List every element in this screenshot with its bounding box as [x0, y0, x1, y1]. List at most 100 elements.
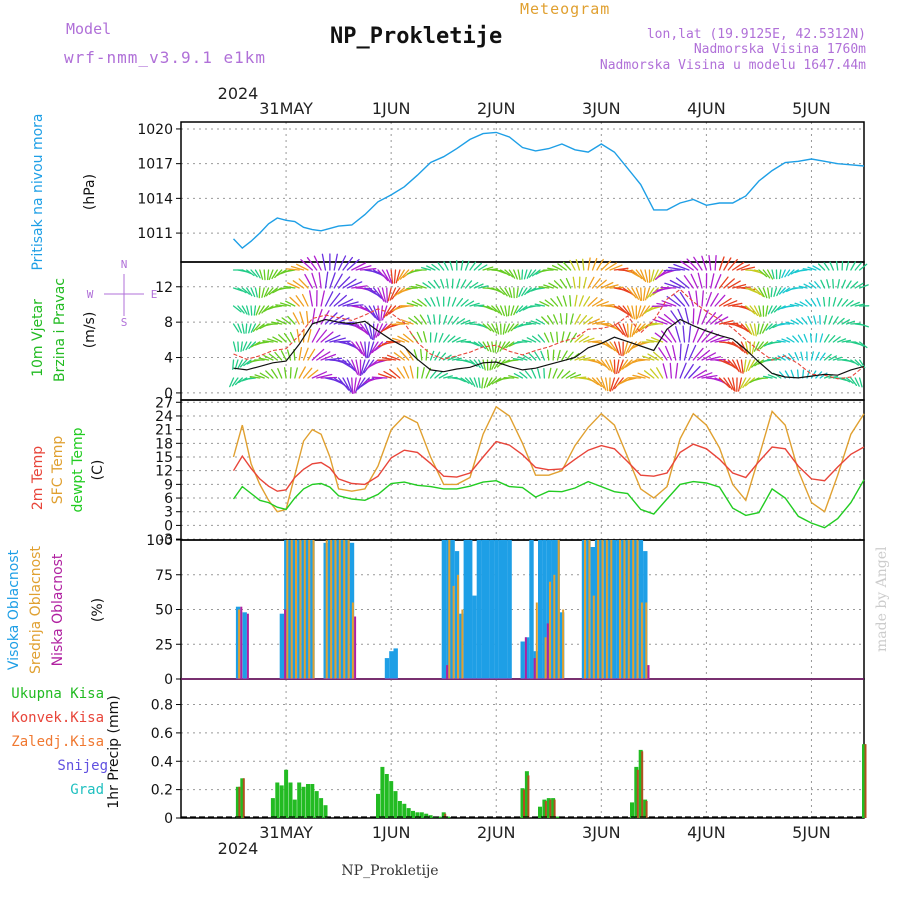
cloud-bar [446, 665, 448, 679]
cloud-bar [240, 607, 242, 679]
wind-arrow [637, 359, 649, 360]
x-tick-label-top: 1JUN [372, 99, 411, 118]
precip-total-bar [302, 787, 306, 818]
wind-arrow [246, 378, 255, 379]
cloud-bar [606, 540, 608, 679]
wind-arrow [579, 296, 583, 306]
wind-arrow [571, 333, 577, 342]
precip-total-bar [306, 784, 310, 818]
precip-convective-bar [646, 801, 648, 818]
wind-arrow [837, 262, 838, 270]
y-tick-label: 1017 [137, 157, 173, 173]
wind-arrow [312, 273, 317, 288]
wind-arrow [768, 288, 770, 298]
wind-arrow [588, 258, 590, 270]
x-tick-label-bottom: 3JUN [582, 823, 621, 842]
wind-arrow [606, 378, 608, 391]
wind-arrow [299, 348, 301, 360]
coords-label: lon,lat (19.9125E, 42.5312N) [647, 27, 866, 42]
cloud-bar [313, 540, 315, 679]
cloud-bar [503, 540, 507, 679]
cloud-bar [448, 540, 450, 679]
cloud-bar [507, 540, 511, 679]
cloud-bar [457, 575, 459, 679]
wind-arrow [644, 288, 645, 300]
wind-arrow [824, 263, 829, 270]
wind-arrow [689, 326, 691, 342]
wind-arrow [802, 318, 807, 324]
wind-arrow [290, 368, 291, 378]
wind-arrow [706, 293, 711, 307]
wind-arrow [715, 256, 716, 270]
cloud-bar [538, 540, 542, 679]
y-tick-label: 0 [164, 811, 173, 827]
wind-arrow [630, 324, 632, 337]
panel-precip: 00.20.40.60.8 [151, 679, 864, 827]
wind-arrow [444, 316, 447, 324]
page-title: NP_Prokletije [330, 24, 502, 49]
bottom-year-label: 2024 [218, 839, 259, 858]
wind-arrow [444, 262, 448, 270]
compass-s: S [121, 316, 128, 329]
wind-arrow [281, 351, 286, 360]
wind-arrow [319, 273, 321, 288]
wind-arrow [241, 342, 242, 351]
precip-convective-bar [549, 800, 551, 818]
wind-arrow [428, 315, 431, 324]
wind-arrow [262, 288, 264, 297]
wind-arrow [562, 351, 567, 360]
wind-arrow [310, 291, 313, 306]
wind-arrow [772, 270, 774, 278]
cloud-bar [394, 648, 398, 679]
y-tick-label: 0.6 [151, 726, 173, 742]
temp2m-line [234, 442, 865, 492]
cloud-bar [477, 540, 481, 679]
wind-arrow [407, 288, 418, 289]
wind-arrow [758, 378, 768, 379]
x-tick-label-bottom: 5JUN [792, 823, 831, 842]
wind-arrow [771, 288, 772, 297]
wind-arrow [780, 270, 781, 279]
legend-entry: Zaledj.Kisa [11, 734, 104, 750]
model-label: Model [66, 20, 111, 38]
wind-arrow [829, 316, 832, 324]
temp2m-axis-title: 2m Temp [30, 446, 46, 510]
x-tick-label-top: 2JUN [477, 99, 516, 118]
wind-arrow [438, 263, 443, 270]
dewpoint-line [234, 480, 865, 528]
wind-arrow [816, 352, 819, 360]
wind-arrow [676, 364, 678, 379]
wind-arrow [693, 348, 703, 360]
x-tick-label-bottom: 2JUN [477, 823, 516, 842]
wind-arrow [558, 370, 563, 378]
y-tick-label: 0.2 [151, 783, 173, 799]
precip-total-bar [402, 804, 406, 818]
precip-total-bar [556, 817, 560, 818]
precip-total-bar [630, 802, 634, 818]
pressure-axis-title: Pritisak na nivou mora [30, 113, 46, 270]
wind-arrow [287, 269, 300, 270]
wind-arrow [517, 288, 518, 298]
cloud-bar [291, 540, 293, 679]
precip-total-bar [280, 785, 284, 818]
cloud-bar [352, 603, 354, 680]
wind-arrow [522, 270, 523, 279]
wind-arrow [693, 309, 694, 324]
cloud-bar [326, 540, 328, 679]
wind-arrow [821, 280, 825, 288]
sfc-temp-line [234, 407, 865, 512]
wind-arrow [417, 332, 422, 342]
wind-arrow [786, 306, 794, 307]
cloud-bar [295, 540, 297, 679]
wind-arrow [264, 270, 265, 280]
cloud-low-axis-title: Niska Oblacnost [50, 553, 66, 666]
precip-total-bar [380, 767, 384, 818]
wind-arrow [811, 334, 812, 342]
wind-arrow [670, 363, 671, 378]
wind-arrow [814, 316, 816, 324]
wind-arrow [518, 270, 520, 279]
precip-convective-bar [243, 778, 245, 818]
y-tick-label: 0.4 [151, 754, 173, 770]
wind-arrow [532, 370, 536, 379]
wind-arrow [833, 317, 838, 324]
